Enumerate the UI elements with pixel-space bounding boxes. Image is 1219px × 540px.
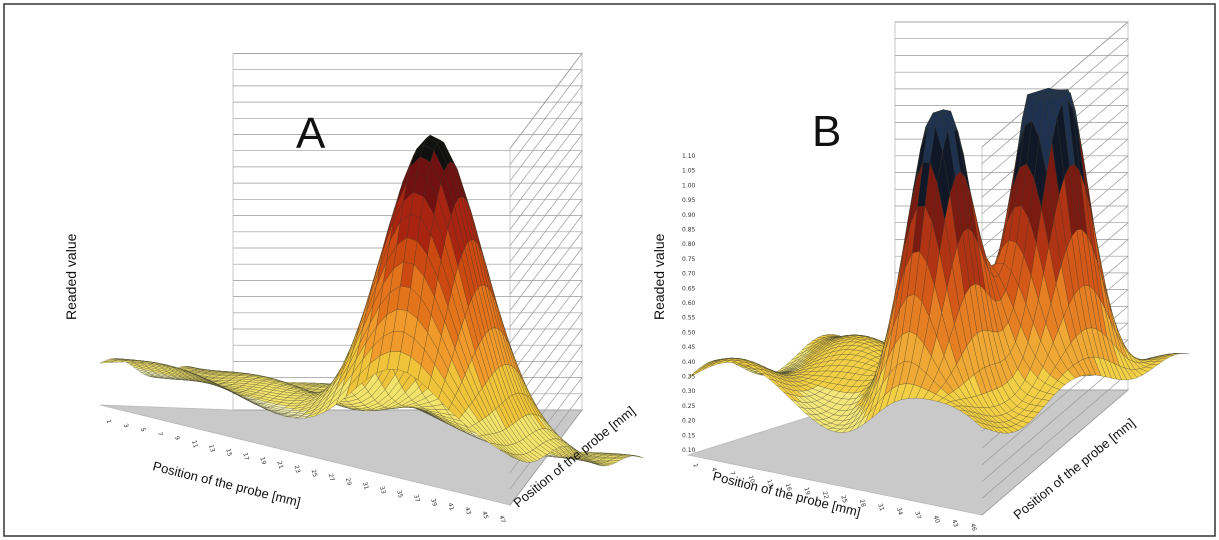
x-tick-label: 15 [224, 448, 233, 457]
z-tick-label: 0.70 [682, 271, 696, 278]
x-tick-label: 35 [395, 490, 404, 499]
x-tick-label: 3 [122, 423, 130, 429]
z-tick-label: 1.00 [682, 182, 696, 189]
x-tick-label: 9 [173, 435, 181, 441]
z-tick-label: 0.75 [682, 256, 696, 263]
surface-cell [687, 369, 701, 379]
z-tick-label: 0.65 [682, 285, 696, 292]
x-tick-label: 33 [378, 485, 387, 494]
panel-a-z-axis-label: Readed value [63, 233, 79, 320]
z-tick-label: 0.90 [682, 212, 696, 219]
gridline [233, 53, 583, 149]
panel-b-x-ticks: 1 4 7 10 13 16 19 22 25 28 31 34 37 40 43 46 [691, 463, 977, 532]
z-tick-label: 0.60 [682, 300, 696, 307]
x-tick-label: 41 [446, 502, 455, 511]
gridline [233, 231, 583, 328]
z-tick-label: 0.55 [682, 315, 696, 322]
gridline [233, 263, 583, 360]
gridline [233, 328, 583, 425]
gridline [233, 85, 583, 182]
z-tick-label: 0.85 [682, 227, 696, 234]
x-tick-label: 37 [913, 511, 922, 520]
panel-b-surface [687, 87, 1190, 434]
panel-b-z-ticks: 0.10 0.15 0.20 0.25 0.30 0.35 0.40 0.45 0.50 0.55… [682, 153, 696, 454]
x-tick-label: 46 [969, 523, 978, 532]
x-tick-label: 29 [344, 477, 353, 486]
x-tick-label: 1 [691, 463, 699, 469]
z-tick-label: 0.50 [682, 329, 696, 336]
z-tick-label: 0.15 [682, 432, 696, 439]
x-tick-label: 31 [361, 481, 370, 490]
x-tick-label: 27 [327, 473, 336, 482]
x-tick-label: 17 [241, 452, 250, 461]
x-tick-label: 47 [498, 515, 507, 524]
x-tick-label: 19 [258, 456, 267, 465]
surface-cell [99, 360, 114, 364]
x-tick-label: 13 [765, 479, 774, 488]
x-tick-label: 7 [156, 431, 164, 437]
z-tick-label: 0.80 [682, 241, 696, 248]
z-tick-label: 0.40 [682, 359, 696, 366]
gridline [233, 117, 583, 214]
x-tick-label: 1 [105, 419, 113, 425]
x-tick-label: 40 [932, 515, 941, 524]
z-tick-label: 0.35 [682, 374, 696, 381]
x-tick-label: 21 [275, 460, 284, 469]
z-tick-label: 1.10 [682, 153, 696, 160]
panel-b: 0.10 0.15 0.20 0.25 0.30 0.35 0.40 0.45 0.50 0.55… [651, 20, 1190, 532]
gridline [233, 296, 583, 392]
x-tick-label: 37 [412, 494, 421, 503]
panel-b-z-axis-label: Readed value [651, 233, 667, 320]
gridline [233, 134, 583, 230]
panel-a-surface [99, 134, 644, 467]
gridline [233, 409, 583, 506]
x-tick-label: 13 [207, 444, 216, 453]
x-tick-label: 25 [310, 469, 319, 478]
z-tick-label: 1.05 [682, 168, 696, 175]
x-tick-label: 43 [463, 506, 472, 515]
gridline [233, 247, 583, 344]
x-tick-label: 45 [480, 510, 489, 519]
x-tick-label: 10 [747, 475, 756, 484]
gridline [233, 280, 583, 376]
x-tick-label: 22 [821, 491, 830, 500]
panel-b-letter: B [812, 107, 841, 156]
z-tick-label: 0.10 [682, 447, 696, 454]
x-tick-label: 16 [784, 483, 793, 492]
x-tick-label: 43 [950, 519, 959, 528]
z-tick-label: 0.25 [682, 403, 696, 410]
x-tick-label: 7 [728, 471, 736, 477]
panel-b-floor [686, 389, 1130, 516]
z-tick-label: 0.30 [682, 388, 696, 395]
x-tick-label: 19 [802, 487, 811, 496]
x-tick-label: 11 [190, 440, 199, 449]
x-tick-label: 39 [429, 498, 438, 507]
figure-frame [3, 3, 1216, 537]
gridline [233, 69, 583, 165]
gridline [233, 101, 583, 198]
gridline [233, 312, 583, 409]
z-tick-label: 0.20 [682, 418, 696, 425]
x-tick-label: 31 [876, 503, 885, 512]
x-tick-label: 28 [858, 499, 867, 508]
x-tick-label: 25 [839, 495, 848, 504]
gridline [233, 150, 583, 246]
z-tick-label: 0.45 [682, 344, 696, 351]
x-tick-label: 23 [293, 465, 302, 474]
gridline [233, 166, 583, 263]
x-tick-label: 4 [710, 467, 718, 473]
gridline [233, 182, 583, 279]
x-tick-label: 5 [139, 427, 147, 433]
panel-a-letter: A [296, 109, 326, 158]
gridline [233, 198, 583, 295]
z-tick-label: 0.95 [682, 197, 696, 204]
x-tick-label: 34 [895, 507, 904, 516]
gridline [233, 215, 583, 311]
